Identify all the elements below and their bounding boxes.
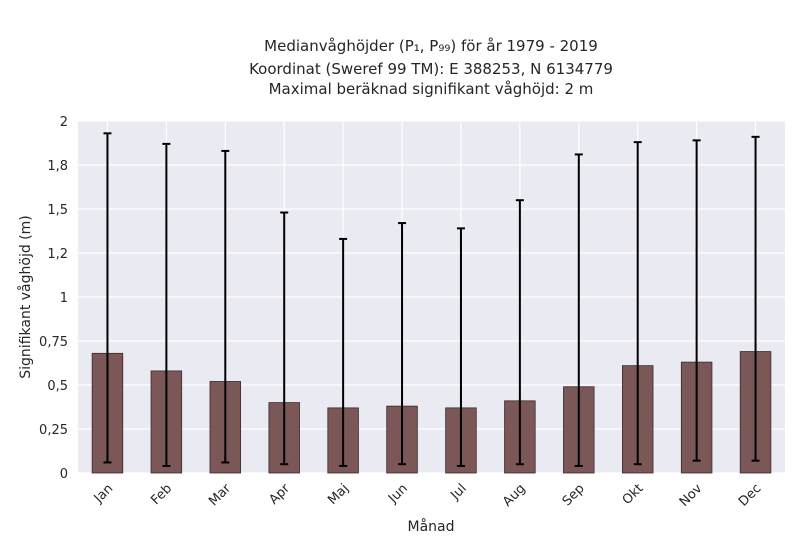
chart-title-line-3: Maximal beräknad signifikant våghöjd: 2 … xyxy=(269,80,594,98)
error-bar-apr xyxy=(280,211,289,466)
x-tick-label: Dec xyxy=(736,481,764,509)
x-tick-label: Jul xyxy=(447,481,469,503)
chart-title: Medianvåghöjder (P₁, P₉₉) för år 1979 - … xyxy=(249,37,613,98)
error-bar-nov xyxy=(692,139,701,462)
x-tick-label: Jun xyxy=(385,481,411,507)
y-tick-label: 1,5 xyxy=(47,203,68,218)
error-bars xyxy=(103,132,760,467)
y-axis-ticks: 0 0,25 0,5 0,75 1 1,2 1,5 1,8 2 xyxy=(39,115,68,482)
y-tick-label: 0,25 xyxy=(39,423,68,438)
error-bar-aug xyxy=(515,199,524,466)
x-axis-label: Månad xyxy=(408,518,455,535)
x-tick-label: Jan xyxy=(91,481,116,506)
y-tick-label: 1 xyxy=(60,291,68,306)
error-bar-feb xyxy=(162,142,171,467)
chart-title-line-2: Koordinat (Sweref 99 TM): E 388253, N 61… xyxy=(249,60,613,78)
error-bar-okt xyxy=(633,141,642,466)
error-bar-sep xyxy=(574,153,583,467)
x-tick-label: Nov xyxy=(677,481,706,510)
y-axis-label: Signifikant våghöjd (m) xyxy=(17,215,34,378)
y-tick-label: 0 xyxy=(60,467,68,482)
error-bar-maj xyxy=(339,237,348,467)
chart-title-line-1: Medianvåghöjder (P₁, P₉₉) för år 1979 - … xyxy=(264,37,598,55)
x-tick-label: Apr xyxy=(267,481,294,508)
y-tick-label: 2 xyxy=(60,115,68,130)
y-tick-label: 1,2 xyxy=(47,247,68,262)
error-bar-jan xyxy=(103,132,112,464)
x-tick-label: Okt xyxy=(620,481,647,508)
error-bar-mar xyxy=(221,149,230,464)
y-tick-label: 0,5 xyxy=(47,379,68,394)
x-tick-label: Aug xyxy=(500,481,529,510)
error-bar-dec xyxy=(751,135,760,462)
error-bar-jun xyxy=(398,222,407,466)
error-bar-jul xyxy=(456,227,465,467)
x-tick-label: Maj xyxy=(325,481,352,508)
y-tick-label: 1,8 xyxy=(47,159,68,174)
x-tick-label: Feb xyxy=(148,481,175,508)
x-tick-label: Mar xyxy=(206,481,234,509)
x-tick-label: Sep xyxy=(560,481,588,509)
y-tick-label: 0,75 xyxy=(39,335,68,350)
x-axis-ticks: Jan Feb Mar Apr Maj Jun Jul Aug Sep Okt Nov Dec xyxy=(91,481,765,510)
